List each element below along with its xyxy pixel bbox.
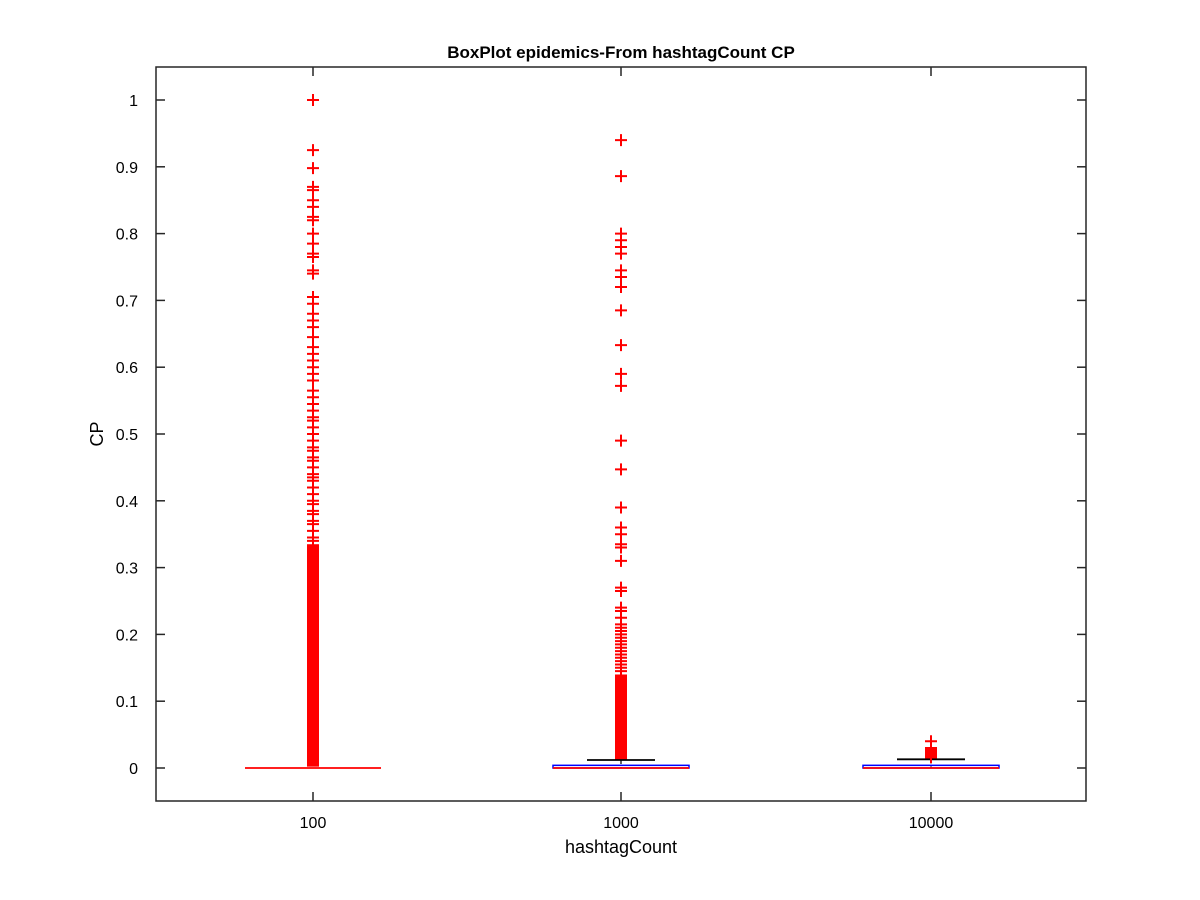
y-tick-label: 0.1 — [116, 694, 138, 711]
outlier-marker — [615, 665, 627, 678]
outlier-marker — [615, 247, 627, 260]
outlier-marker — [307, 534, 319, 547]
outlier-marker — [307, 162, 319, 175]
x-axis-ticks: 100 1000 10000 — [300, 67, 954, 832]
outlier-marker — [307, 200, 319, 213]
outlier-marker — [615, 339, 627, 352]
outlier-marker — [307, 250, 319, 263]
outlier-band — [615, 674, 627, 760]
outlier-marker — [615, 379, 627, 392]
y-tick-label: 0.9 — [116, 160, 138, 177]
outlier-marker — [307, 94, 319, 106]
box-group-10000 — [862, 735, 1000, 769]
y-tick-label: 0.2 — [116, 627, 138, 644]
outlier-marker — [615, 304, 627, 317]
outlier-marker — [615, 134, 627, 147]
outlier-marker — [307, 227, 319, 240]
y-tick-label: 0.6 — [116, 360, 138, 377]
plot-area — [245, 94, 1000, 769]
y-tick-label: 0 — [129, 761, 138, 778]
outlier-marker — [307, 321, 319, 334]
outlier-marker — [615, 584, 627, 597]
outlier-marker — [615, 554, 627, 567]
outlier-marker — [615, 434, 627, 447]
outlier-marker — [307, 374, 319, 387]
outlier-marker — [307, 214, 319, 227]
outlier-marker — [615, 271, 627, 284]
box-group-1000 — [552, 134, 690, 769]
x-tick-label: 100 — [300, 815, 327, 832]
y-tick-label: 0.8 — [116, 227, 138, 244]
y-tick-label: 1 — [129, 93, 138, 110]
box-group-100 — [245, 94, 381, 769]
x-tick-label: 10000 — [909, 815, 954, 832]
y-tick-label: 0.5 — [116, 427, 138, 444]
outlier-marker — [307, 267, 319, 280]
outlier-band — [307, 544, 319, 767]
outlier-marker — [615, 367, 627, 380]
y-axis-ticks: 0 0.1 0.2 0.3 0.4 0.5 0.6 0.7 0.8 0.9 1 — [116, 93, 1086, 778]
outlier-marker — [615, 281, 627, 294]
y-tick-label: 0.7 — [116, 293, 138, 310]
outlier-marker — [307, 237, 319, 250]
y-axis-label: CP — [87, 421, 107, 446]
outlier-marker — [307, 297, 319, 310]
x-axis-label: hashtagCount — [565, 837, 677, 857]
outlier-marker — [615, 170, 627, 183]
x-tick-label: 1000 — [603, 815, 639, 832]
chart-title: BoxPlot epidemics-From hashtagCount CP — [447, 43, 795, 62]
outlier-marker — [307, 331, 319, 344]
y-tick-label: 0.4 — [116, 494, 138, 511]
outlier-marker — [615, 463, 627, 476]
outlier-marker — [615, 541, 627, 554]
outlier-marker — [615, 528, 627, 541]
outlier-marker — [615, 501, 627, 514]
axes-frame — [155, 66, 1087, 802]
outlier-marker — [307, 184, 319, 197]
y-tick-label: 0.3 — [116, 561, 138, 578]
outlier-marker — [925, 751, 937, 764]
outlier-marker — [307, 144, 319, 157]
